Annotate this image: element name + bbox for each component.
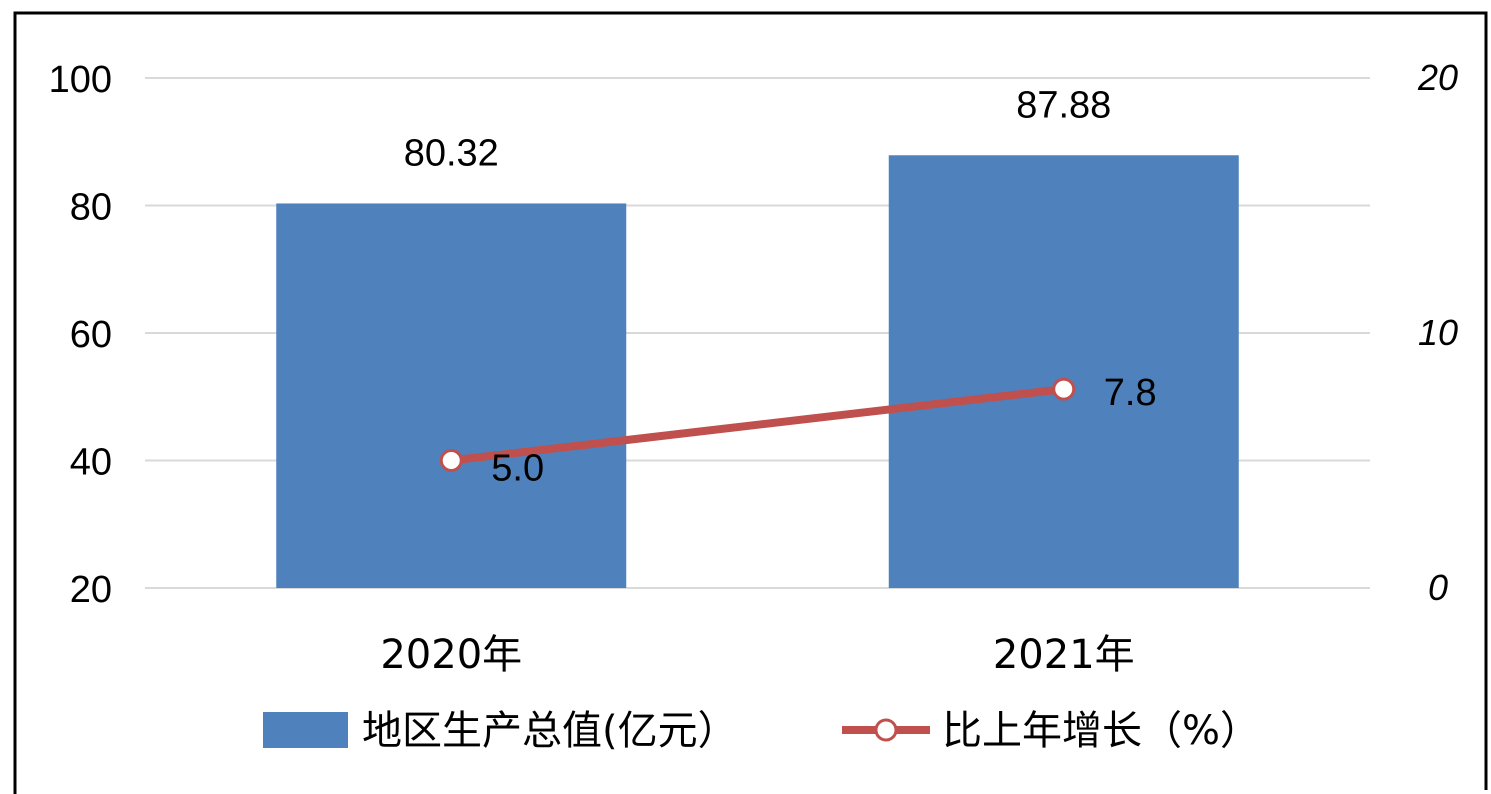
left-axis-tick-label: 20 — [70, 569, 112, 611]
line-value-label: 5.0 — [491, 448, 544, 490]
growth-line — [450, 385, 1065, 465]
legend-bar-label: 地区生产总值(亿元） — [362, 708, 738, 754]
line-value-label: 7.8 — [1104, 372, 1157, 414]
bar-value-label: 87.88 — [1016, 84, 1111, 126]
right-axis-tick-label: 0 — [1428, 567, 1448, 608]
x-axis-category-label: 2020年 — [380, 632, 522, 678]
left-axis-tick-label: 100 — [49, 59, 112, 101]
legend-line-label: 比上年增长（%） — [942, 708, 1260, 754]
x-axis-category-label: 2021年 — [993, 632, 1135, 678]
right-axis-tick-label: 20 — [1417, 57, 1458, 98]
legend-bar-swatch — [263, 712, 348, 748]
growth-marker — [1052, 377, 1076, 401]
left-axis-tick-label: 80 — [70, 187, 112, 229]
left-axis-tick-label: 40 — [70, 442, 112, 484]
right-axis-tick-label: 10 — [1418, 312, 1458, 353]
bar-value-label: 80.32 — [404, 132, 499, 174]
bar — [276, 203, 627, 588]
left-axis-tick-label: 60 — [70, 314, 112, 356]
chart-frame — [13, 11, 1488, 794]
legend-line-marker — [874, 718, 898, 742]
growth-marker — [439, 449, 463, 472]
bar — [888, 155, 1239, 588]
